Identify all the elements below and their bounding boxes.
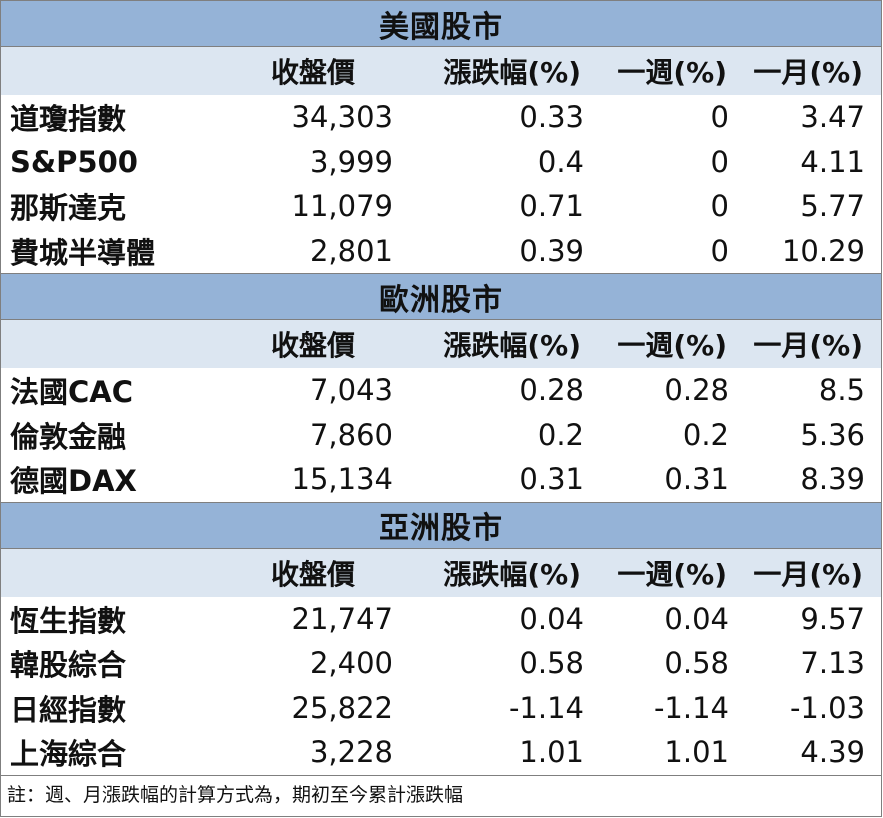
- index-name: 費城半導體: [10, 235, 156, 270]
- section-asia-market: 亞洲股市 收盤價 漲跌幅(%) 一週(%) 一月(%) 恆生指數 21,747 …: [1, 501, 881, 775]
- change-value: 0.2: [537, 417, 584, 452]
- change-value: 0.28: [519, 373, 584, 408]
- close-value: 21,747: [291, 601, 393, 636]
- table-row: S&P500 3,999 0.4 0 4.11: [1, 139, 881, 184]
- index-name: 那斯達克: [10, 191, 127, 226]
- month-value: 4.11: [800, 144, 865, 179]
- col-header-close: 收盤價: [270, 557, 355, 591]
- week-value: 0.28: [664, 373, 729, 408]
- col-header-week: 一週(%): [617, 557, 727, 591]
- change-value: 0.58: [519, 646, 584, 681]
- week-value: -1.14: [653, 690, 729, 725]
- change-value: 0.39: [519, 233, 584, 268]
- table-row: 道瓊指數 34,303 0.33 0 3.47: [1, 95, 881, 140]
- col-header-month: 一月(%): [753, 557, 863, 591]
- month-value: 9.57: [800, 601, 865, 636]
- week-value: 1.01: [664, 735, 729, 770]
- col-header-week: 一週(%): [617, 329, 727, 362]
- change-value: 0.31: [519, 462, 584, 497]
- index-name: 上海綜合: [10, 737, 127, 772]
- week-value: 0.2: [682, 417, 729, 452]
- section-europe-market: 歐洲股市 收盤價 漲跌幅(%) 一週(%) 一月(%) 法國CAC 7,043 …: [1, 273, 881, 502]
- close-value: 25,822: [291, 690, 393, 725]
- col-header-week: 一週(%): [617, 56, 727, 89]
- column-header-row: 收盤價 漲跌幅(%) 一週(%) 一月(%): [1, 548, 881, 597]
- table-row: 上海綜合 3,228 1.01 1.01 4.39: [1, 730, 881, 775]
- close-value: 2,400: [309, 646, 393, 681]
- week-value: 0: [710, 233, 729, 268]
- index-name: S&P500: [10, 144, 138, 179]
- month-value: 5.36: [800, 417, 865, 452]
- month-value: 3.47: [800, 100, 865, 135]
- month-value: 8.5: [818, 373, 865, 408]
- index-name: 德國DAX: [10, 464, 137, 499]
- col-header-change: 漲跌幅(%): [443, 557, 581, 591]
- week-value: 0: [710, 189, 729, 224]
- index-name: 倫敦金融: [10, 419, 127, 454]
- close-value: 3,999: [309, 144, 393, 179]
- col-header-close: 收盤價: [270, 56, 355, 89]
- month-value: 10.29: [781, 233, 865, 268]
- section-title: 美國股市: [1, 1, 881, 47]
- index-name: 恆生指數: [10, 603, 127, 638]
- table-row: 恆生指數 21,747 0.04 0.04 9.57: [1, 596, 881, 641]
- close-value: 7,043: [309, 373, 393, 408]
- section-us-market: 美國股市 收盤價 漲跌幅(%) 一週(%) 一月(%) 道瓊指數 34,303 …: [1, 1, 881, 273]
- close-value: 7,860: [309, 417, 393, 452]
- col-header-close: 收盤價: [270, 329, 355, 362]
- index-name: 韓股綜合: [10, 648, 127, 683]
- section-title: 歐洲股市: [1, 273, 881, 320]
- column-header-row: 收盤價 漲跌幅(%) 一週(%) 一月(%): [1, 47, 881, 95]
- month-value: 8.39: [800, 462, 865, 497]
- close-value: 2,801: [309, 233, 393, 268]
- close-value: 15,134: [291, 462, 393, 497]
- week-value: 0.58: [664, 646, 729, 681]
- month-value: 5.77: [800, 189, 865, 224]
- change-value: 1.01: [519, 735, 584, 770]
- change-value: 0.33: [519, 100, 584, 135]
- index-name: 日經指數: [10, 692, 127, 727]
- col-header-month: 一月(%): [753, 329, 863, 362]
- month-value: 4.39: [800, 735, 865, 770]
- week-value: 0: [710, 100, 729, 135]
- table-row: 韓股綜合 2,400 0.58 0.58 7.13: [1, 641, 881, 686]
- footnote: 註：週、月漲跌幅的計算方式為，期初至今累計漲跌幅: [1, 774, 881, 812]
- week-value: 0.04: [664, 601, 729, 636]
- change-value: 0.71: [519, 189, 584, 224]
- week-value: 0: [710, 144, 729, 179]
- table-row: 那斯達克 11,079 0.71 0 5.77: [1, 184, 881, 229]
- week-value: 0.31: [664, 462, 729, 497]
- close-value: 34,303: [291, 100, 393, 135]
- table-row: 費城半導體 2,801 0.39 0 10.29: [1, 228, 881, 273]
- table-row: 法國CAC 7,043 0.28 0.28 8.5: [1, 368, 881, 413]
- close-value: 3,228: [309, 735, 393, 770]
- change-value: -1.14: [508, 690, 584, 725]
- change-value: 0.04: [519, 601, 584, 636]
- table-row: 日經指數 25,822 -1.14 -1.14 -1.03: [1, 685, 881, 730]
- section-title: 亞洲股市: [1, 501, 881, 549]
- col-header-change: 漲跌幅(%): [443, 56, 581, 89]
- index-name: 道瓊指數: [10, 102, 127, 137]
- column-header-row: 收盤價 漲跌幅(%) 一週(%) 一月(%): [1, 320, 881, 368]
- index-name: 法國CAC: [10, 375, 134, 410]
- col-header-month: 一月(%): [753, 56, 863, 89]
- change-value: 0.4: [537, 144, 584, 179]
- table-row: 德國DAX 15,134 0.31 0.31 8.39: [1, 457, 881, 502]
- col-header-change: 漲跌幅(%): [443, 329, 581, 362]
- month-value: 7.13: [800, 646, 865, 681]
- close-value: 11,079: [291, 189, 393, 224]
- month-value: -1.03: [789, 690, 865, 725]
- table-row: 倫敦金融 7,860 0.2 0.2 5.36: [1, 412, 881, 457]
